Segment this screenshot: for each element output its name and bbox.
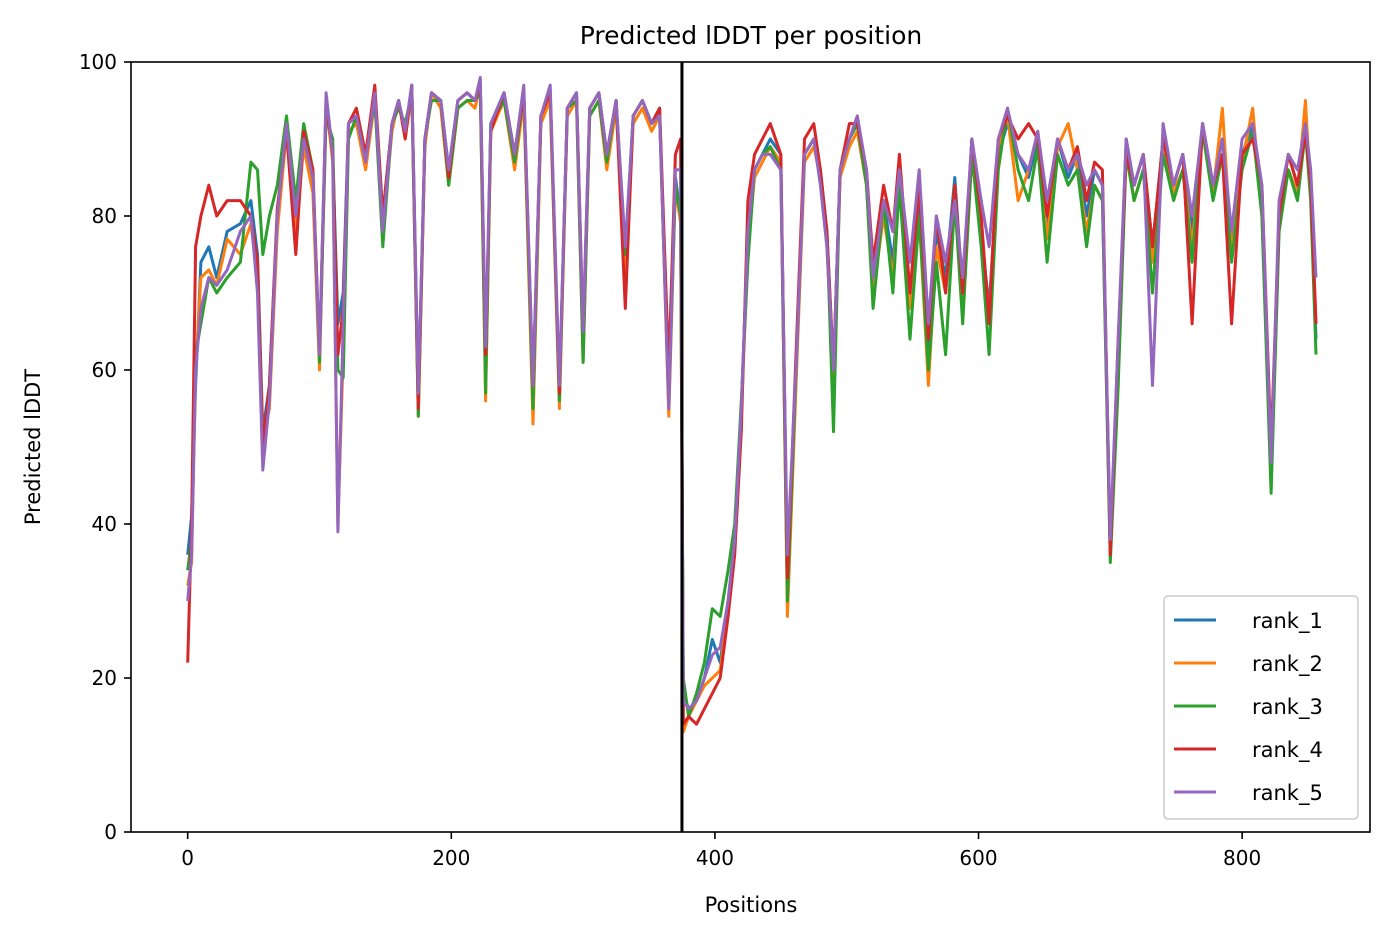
x-tick-label: 400 (696, 846, 734, 870)
x-tick-label: 600 (959, 846, 997, 870)
x-tick-label: 800 (1223, 846, 1261, 870)
y-tick-label: 100 (79, 50, 117, 74)
x-tick-label: 0 (181, 846, 194, 870)
legend-label: rank_4 (1252, 738, 1323, 763)
legend: rank_1 rank_2 rank_3 rank_4 rank_5 (1163, 595, 1359, 820)
chart-title: Predicted lDDT per position (580, 21, 922, 50)
y-tick-label: 80 (92, 204, 117, 228)
legend-label: rank_5 (1252, 781, 1323, 806)
x-axis: 0 200 400 600 800 (181, 832, 1261, 870)
legend-label: rank_3 (1252, 695, 1323, 720)
x-tick-label: 200 (432, 846, 470, 870)
legend-label: rank_2 (1252, 652, 1323, 677)
series-line-rank-5 (186, 75, 1318, 711)
x-axis-label: Positions (705, 893, 798, 917)
y-axis: 0 20 40 60 80 100 (79, 50, 131, 844)
plot-frame (130, 61, 1371, 833)
legend-label: rank_1 (1252, 609, 1323, 634)
y-tick-label: 20 (92, 666, 117, 690)
y-axis-label: Predicted lDDT (21, 369, 45, 525)
series-line-rank-4 (186, 83, 1318, 726)
legend-box (1163, 595, 1359, 820)
series-layer (186, 75, 1318, 734)
y-tick-label: 0 (104, 820, 117, 844)
y-tick-label: 40 (92, 512, 117, 536)
y-tick-label: 60 (92, 358, 117, 382)
